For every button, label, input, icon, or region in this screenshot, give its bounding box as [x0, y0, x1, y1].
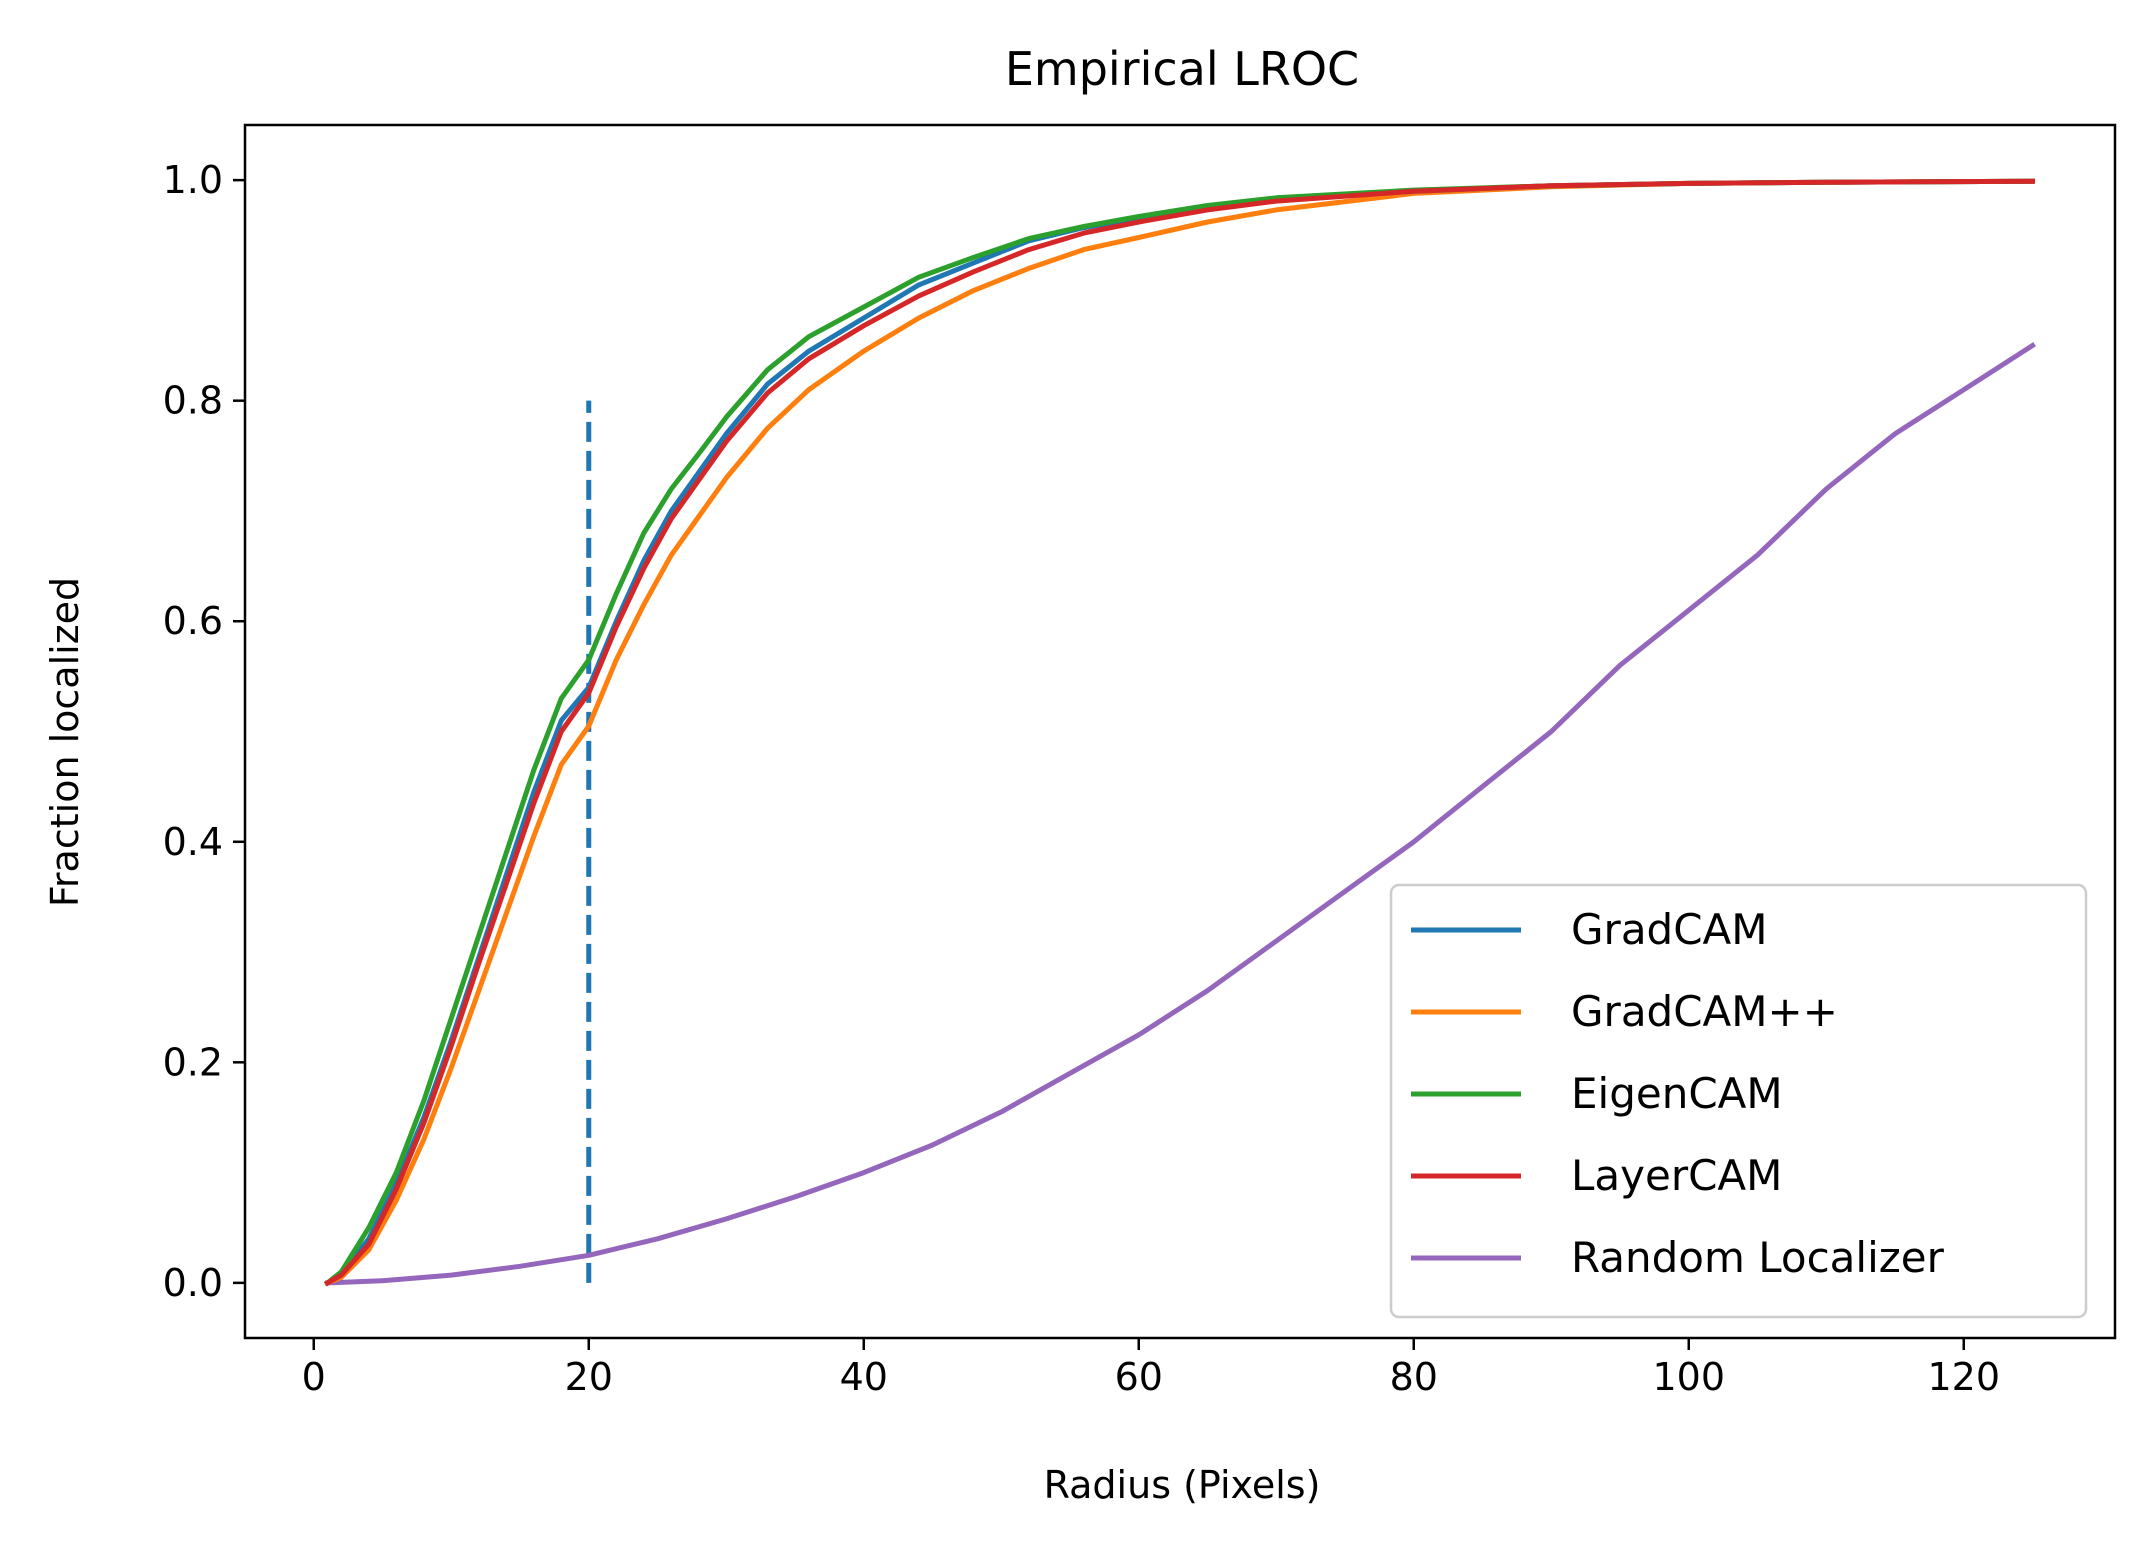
series-line-eigencam — [323, 178, 2036, 1287]
x-tick-label: 20 — [565, 1355, 613, 1399]
legend-label: Random Localizer — [1571, 1233, 1945, 1282]
x-tick-label: 120 — [1927, 1355, 2000, 1399]
y-tick-label: 0.8 — [163, 379, 223, 423]
y-tick-label: 0.2 — [163, 1040, 223, 1084]
x-axis-label: Radius (Pixels) — [1044, 1463, 1321, 1507]
legend-label: GradCAM — [1571, 905, 1768, 954]
x-tick-label: 0 — [302, 1355, 326, 1399]
legend-label: LayerCAM — [1571, 1151, 1782, 1200]
x-tick-label: 40 — [840, 1355, 888, 1399]
axes: 0 20 40 60 80 100 120 0.0 0.2 0.4 0.6 0.8 1.0 — [163, 123, 2117, 1399]
legend-label: GradCAM++ — [1571, 987, 1838, 1036]
x-tick-label: 80 — [1390, 1355, 1438, 1399]
y-tick-label: 1.0 — [163, 158, 223, 202]
chart-title: Empirical LROC — [1005, 42, 1359, 96]
x-tick-label: 60 — [1115, 1355, 1163, 1399]
series-line-random-localizer — [324, 342, 2036, 1286]
y-axis-label: Fraction localized — [43, 577, 87, 907]
legend-label: EigenCAM — [1571, 1069, 1783, 1118]
series-line-gradcam — [324, 178, 2036, 1287]
plot-frame — [243, 123, 2117, 1340]
legend-box — [1389, 883, 2088, 1319]
y-tick-label: 0.4 — [163, 820, 223, 864]
y-tick-label: 0.0 — [163, 1261, 223, 1305]
y-tick-label: 0.6 — [163, 599, 223, 643]
x-tick-label: 100 — [1652, 1355, 1725, 1399]
legend: GradCAM GradCAM++ EigenCAM LayerCAM Random L… — [1389, 883, 2088, 1319]
series-line-layercam — [324, 178, 2036, 1287]
plot-area — [323, 178, 2036, 1287]
